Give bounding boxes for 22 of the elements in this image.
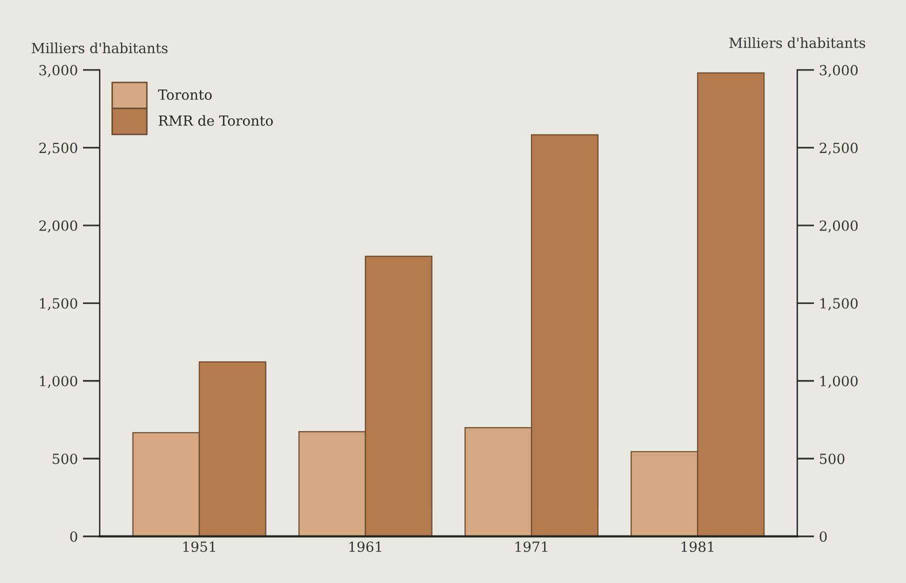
x-tick-label: 1981 bbox=[682, 541, 714, 552]
x-tick-label: 1951 bbox=[183, 541, 216, 552]
y2-axis-title: Milliers d'habitants bbox=[729, 37, 866, 48]
legend-label: Toronto bbox=[158, 90, 212, 100]
y2-tick-label: 1,500 bbox=[820, 298, 858, 310]
y-tick-label: 1,500 bbox=[40, 298, 78, 310]
y2-tick-label: 2,500 bbox=[820, 142, 858, 155]
y-tick-label: 500 bbox=[52, 454, 78, 464]
legend-label: RMR de Toronto bbox=[158, 115, 273, 126]
y-axis-title: Milliers d'habitants bbox=[32, 42, 168, 54]
y2-tick-label: 500 bbox=[820, 454, 844, 464]
y-tick-label: 1,000 bbox=[40, 376, 78, 388]
y2-tick-label: 0 bbox=[820, 531, 827, 542]
y2-tick-label: 2,000 bbox=[820, 220, 858, 233]
x-tick-label: 1961 bbox=[349, 541, 382, 552]
y-tick-label: 2,000 bbox=[39, 220, 78, 233]
y-tick-label: 3,000 bbox=[39, 64, 78, 78]
y-tick-label: 0 bbox=[70, 531, 78, 542]
y2-tick-label: 1,000 bbox=[820, 376, 858, 388]
y-tick-label: 2,500 bbox=[39, 142, 78, 155]
y2-tick-label: 3,000 bbox=[820, 64, 858, 78]
x-tick-label: 1971 bbox=[516, 541, 548, 552]
